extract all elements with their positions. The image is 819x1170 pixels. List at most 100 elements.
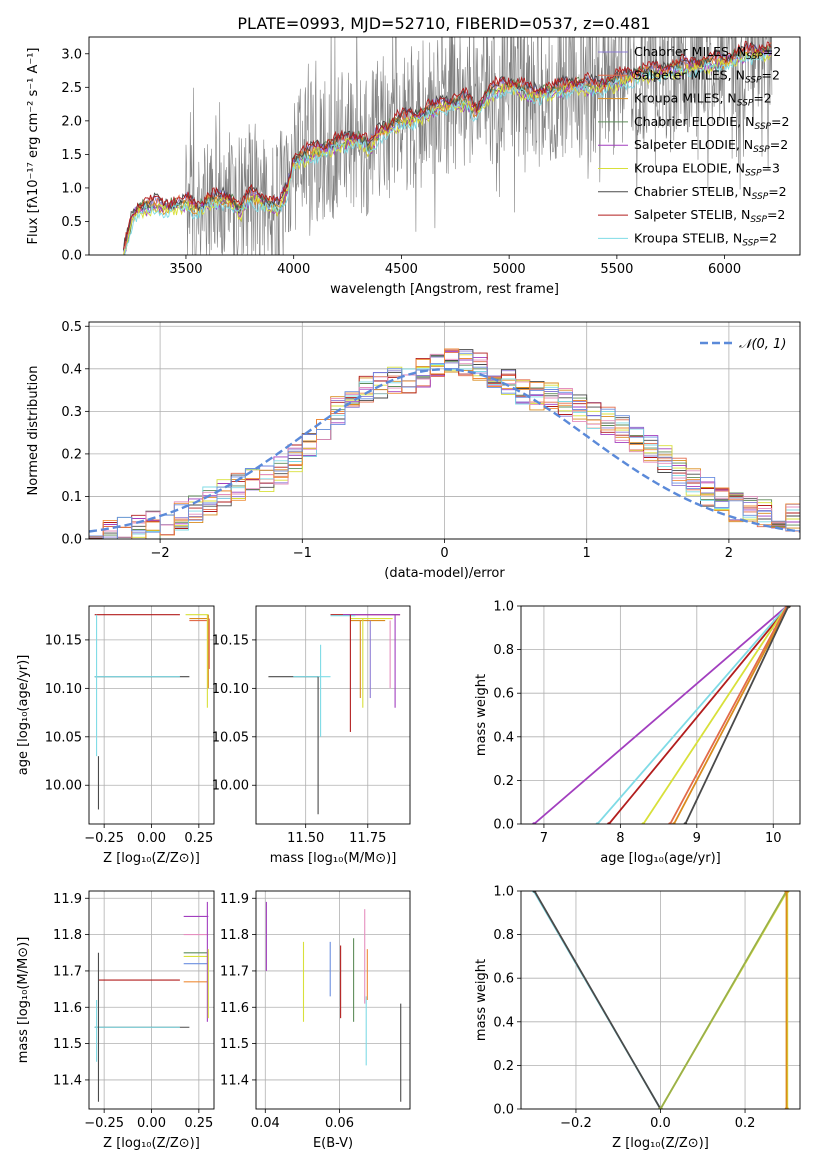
y-axis-label: mass weight [474, 674, 489, 756]
x-tick-label: 0.2 [735, 1116, 756, 1131]
y-tick-label: 0.0 [493, 818, 514, 833]
residual-histogram [89, 352, 800, 539]
observed-spectrum [123, 37, 773, 255]
x-tick-label: 0.06 [325, 1116, 354, 1131]
x-tick-label: −0.25 [84, 1116, 124, 1131]
y-tick-label: 11.5 [53, 1037, 82, 1052]
data-marker [786, 606, 791, 609]
x-axis-label: wavelength [Angstrom, rest frame] [330, 282, 559, 297]
y-tick-label: 10.00 [45, 779, 82, 794]
plot-area [89, 348, 800, 539]
plot-area [531, 891, 790, 1109]
x-axis-label: mass [log₁₀(M/M⊙)] [270, 851, 397, 866]
legend-label: Kroupa MILES, NSSP=2 [634, 91, 772, 109]
mass-weight-line [533, 891, 662, 1109]
y-tick-label: 0.6 [493, 687, 514, 702]
x-tick-label: 11.50 [287, 831, 324, 846]
axes-frame [88, 36, 801, 256]
x-tick-label: 0.00 [137, 831, 166, 846]
y-tick-label: 2.5 [61, 81, 82, 96]
y-tick-label: 0.4 [493, 730, 514, 745]
mass-vs-ebv-panel: 0.04 0.06 11.4 11.5 11.6 11.7 11.8 11.9 E(B-V) [220, 890, 411, 1151]
legend-label: Salpeter STELIB, NSSP=2 [634, 207, 785, 225]
y-tick-label: 3.0 [61, 47, 82, 62]
y-tick-label: 11.7 [53, 964, 82, 979]
y-tick-label: 10.15 [212, 633, 249, 648]
mass-weight-line [596, 606, 788, 824]
x-axis-label: Z [log₁₀(Z/Z⊙)] [103, 851, 200, 866]
y-tick-label: 1.0 [493, 600, 514, 615]
y-tick-label: 0.6 [493, 972, 514, 987]
spectrum-panel: 3500 4000 4500 5000 5500 6000 0.0 0.5 1.0 1.5 2.0 2… [26, 36, 801, 297]
x-axis-label: Z [log₁₀(Z/Z⊙)] [103, 1136, 200, 1151]
age-vs-metallicity-panel: −0.25 0.00 0.25 10.00 10.05 10.10 10.15 Z [log₁… [16, 605, 215, 866]
data-marker [784, 891, 789, 894]
x-tick-label: 10 [765, 831, 782, 846]
x-tick-label: 0.25 [184, 1116, 213, 1131]
model-fit-line [123, 49, 772, 255]
y-tick-label: 10.05 [212, 730, 249, 745]
x-tick-label: 0.00 [137, 1116, 166, 1131]
plot-area [268, 614, 401, 815]
mass-weight-line [673, 606, 790, 824]
y-tick-label: 11.9 [53, 892, 82, 907]
y-tick-label: 10.10 [212, 682, 249, 697]
legend-label: Chabrier ELODIE, NSSP=2 [634, 114, 789, 132]
plot-area [94, 901, 209, 1102]
x-tick-label: −2 [151, 546, 170, 561]
y-tick-label: 0.2 [61, 447, 82, 462]
y-tick-label: 2.0 [61, 114, 82, 129]
y-tick-label: 11.5 [220, 1037, 249, 1052]
y-tick-label: 11.9 [220, 892, 249, 907]
x-tick-label: −1 [293, 546, 312, 561]
x-tick-label: −0.25 [84, 831, 124, 846]
axes-frame [88, 890, 215, 1110]
x-tick-label: 3500 [169, 262, 202, 277]
mass-weight-line [659, 891, 788, 1109]
y-tick-label: 0.4 [61, 362, 82, 377]
axes-frame [520, 890, 801, 1110]
axes-frame [520, 605, 801, 825]
legend-label: Salpeter ELODIE, NSSP=2 [634, 137, 788, 155]
y-tick-label: 11.7 [220, 964, 249, 979]
legend-label: Chabrier STELIB, NSSP=2 [634, 184, 787, 202]
residuals-panel: −2 −1 0 1 2 0.0 0.1 0.2 0.3 0.4 0.5 (data-model)/er… [26, 320, 801, 581]
axes-frame [255, 605, 411, 825]
x-tick-label: 4000 [277, 262, 310, 277]
y-tick-label: 0.4 [493, 1015, 514, 1030]
y-tick-label: 11.4 [53, 1073, 82, 1088]
residual-histogram [89, 348, 800, 539]
plot-area [94, 614, 210, 810]
y-tick-label: 11.8 [53, 928, 82, 943]
mass-vs-metallicity-panel: −0.25 0.00 0.25 11.4 11.5 11.6 11.7 11.8 11.9 Z [… [16, 890, 215, 1151]
model-fit-line [123, 49, 772, 255]
y-axis-label: Normed distribution [26, 366, 41, 496]
x-tick-label: 11.75 [349, 831, 386, 846]
y-tick-label: 0.1 [61, 490, 82, 505]
mass-weight-line [533, 606, 788, 824]
x-axis-label: Z [log₁₀(Z/Z⊙)] [612, 1136, 709, 1151]
y-tick-label: 0.2 [493, 774, 514, 789]
y-tick-label: 0.0 [493, 1103, 514, 1118]
y-tick-label: 10.15 [45, 633, 82, 648]
x-tick-label: 5000 [493, 262, 526, 277]
y-axis-label: Flux [fλ10⁻¹⁷ erg cm⁻² s⁻¹ A⁻¹] [26, 48, 41, 245]
y-tick-label: 1.0 [493, 885, 514, 900]
x-tick-label: 1 [583, 546, 591, 561]
figure-title: PLATE=0993, MJD=52710, FIBERID=0537, z=0… [237, 14, 650, 33]
x-tick-label: 5500 [600, 262, 633, 277]
y-tick-label: 11.4 [220, 1073, 249, 1088]
y-axis-label: mass [log₁₀(M/M⊙)] [16, 937, 31, 1064]
y-axis-label: mass weight [474, 959, 489, 1041]
plot-area [123, 37, 773, 255]
gaussian-curve [89, 368, 800, 533]
age-vs-mass-panel: 11.50 11.75 10.00 10.05 10.10 10.15 mass [log₁… [212, 605, 411, 866]
y-tick-label: 0.8 [493, 643, 514, 658]
x-tick-label: 7 [540, 831, 548, 846]
y-axis-label: age [log₁₀(age/yr)] [16, 655, 31, 776]
legend-label: Kroupa STELIB, NSSP=2 [634, 230, 777, 248]
y-tick-label: 0.0 [61, 533, 82, 548]
plot-area [265, 901, 402, 1102]
model-fit-line [123, 40, 772, 249]
y-tick-label: 0.2 [493, 1059, 514, 1074]
